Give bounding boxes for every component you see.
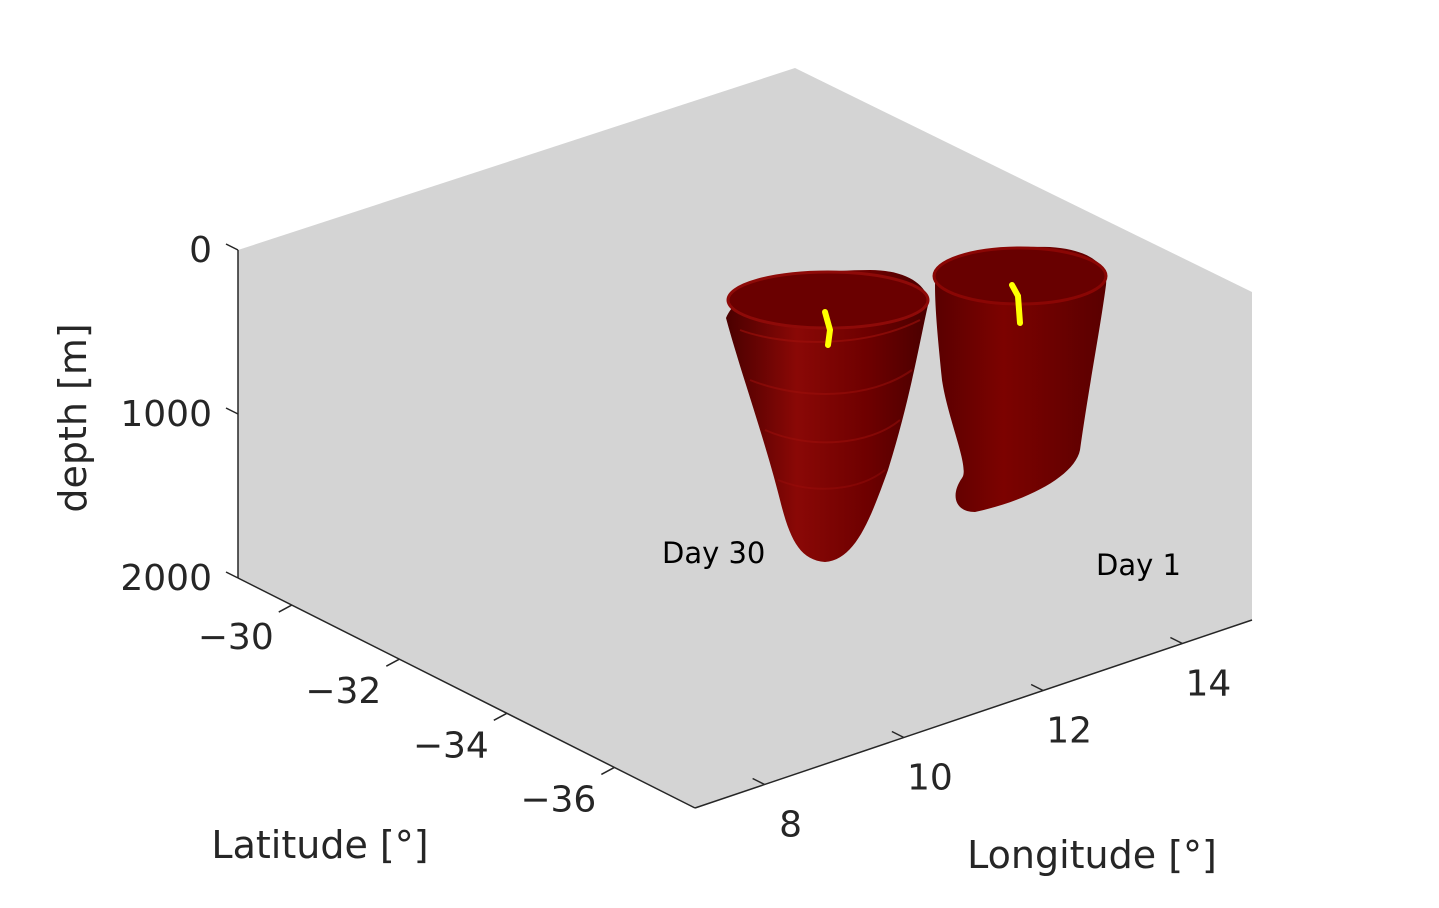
y-axis-line: [237, 577, 696, 809]
x-tick-mark: [752, 777, 765, 786]
z-tick-mark: [225, 571, 239, 579]
z-tick-mark: [225, 407, 239, 415]
x-tick-label: 10: [907, 758, 953, 799]
series-day-30-surface: [726, 270, 930, 562]
z-tick-label: 0: [189, 230, 212, 271]
x-tick-label: 8: [779, 805, 802, 846]
axes-background: [238, 68, 1252, 808]
x-tick-mark: [1030, 683, 1044, 692]
y-tick-mark: [600, 766, 615, 776]
y-tick-mark: [278, 604, 293, 613]
x-tick-label: 12: [1046, 711, 1092, 752]
x-tick-mark: [1170, 636, 1183, 645]
y-tick-mark: [493, 712, 508, 721]
y-tick-label: −36: [520, 779, 596, 820]
series-day-1-track: [1009, 282, 1023, 326]
x-axis-line: [694, 619, 1253, 809]
annotation-day-30: Day 30: [662, 536, 765, 570]
y-axis-label: Latitude [°]: [211, 823, 428, 867]
z-tick-label: 1000: [120, 394, 212, 435]
z-tick-label: 2000: [120, 558, 212, 599]
x-tick-label: 14: [1185, 664, 1231, 705]
x-tick-mark: [891, 730, 905, 739]
series-day-30-track: [822, 309, 834, 348]
axis-ticks: 0 1000 2000 −30 −32 −34 −36 8 10 12 14: [120, 230, 1231, 846]
y-tick-label: −30: [198, 617, 274, 658]
y-tick-label: −32: [305, 671, 381, 712]
y-tick-label: −34: [413, 725, 489, 766]
series-day-1-surface: [932, 246, 1108, 512]
annotation-day-1: Day 1: [1096, 548, 1181, 582]
z-axis-label: depth [m]: [51, 323, 95, 512]
x-axis-label: Longitude [°]: [967, 833, 1217, 877]
y-tick-mark: [385, 658, 400, 667]
z-tick-mark: [225, 243, 239, 251]
